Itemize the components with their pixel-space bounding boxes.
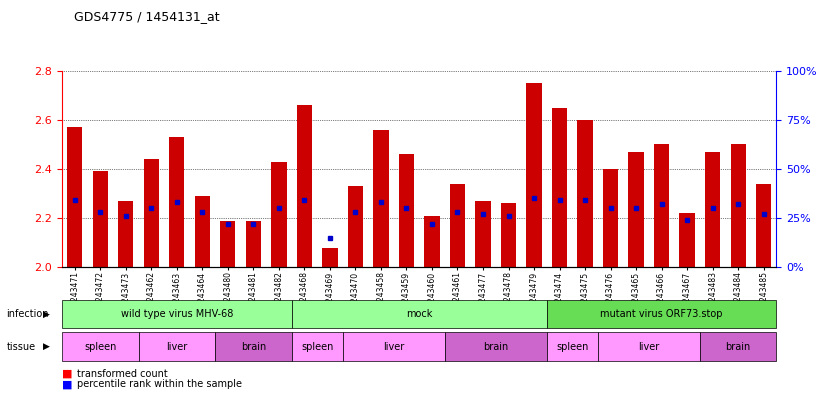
Text: mock: mock bbox=[406, 309, 432, 319]
Text: tissue: tissue bbox=[7, 342, 36, 352]
Bar bbox=[730, 144, 746, 267]
Bar bbox=[501, 203, 516, 267]
Text: GDS4775 / 1454131_at: GDS4775 / 1454131_at bbox=[74, 10, 220, 23]
Bar bbox=[297, 105, 312, 267]
Text: spleen: spleen bbox=[301, 342, 334, 352]
Text: ▶: ▶ bbox=[43, 342, 50, 351]
Bar bbox=[705, 152, 720, 267]
Bar bbox=[348, 186, 363, 267]
Text: spleen: spleen bbox=[556, 342, 588, 352]
Text: mutant virus ORF73.stop: mutant virus ORF73.stop bbox=[601, 309, 723, 319]
Bar bbox=[93, 171, 108, 267]
Bar bbox=[322, 248, 338, 267]
Text: liver: liver bbox=[166, 342, 188, 352]
Bar bbox=[271, 162, 287, 267]
Text: infection: infection bbox=[7, 309, 49, 319]
Bar bbox=[399, 154, 414, 267]
Text: transformed count: transformed count bbox=[77, 369, 168, 379]
Bar bbox=[67, 127, 83, 267]
Bar bbox=[654, 144, 669, 267]
Bar bbox=[373, 130, 388, 267]
Bar bbox=[577, 120, 593, 267]
Text: brain: brain bbox=[240, 342, 266, 352]
Bar bbox=[450, 184, 465, 267]
Text: wild type virus MHV-68: wild type virus MHV-68 bbox=[121, 309, 233, 319]
Bar bbox=[680, 213, 695, 267]
Text: spleen: spleen bbox=[84, 342, 116, 352]
Text: ■: ■ bbox=[62, 379, 73, 389]
Text: brain: brain bbox=[483, 342, 508, 352]
Bar bbox=[425, 216, 439, 267]
Bar bbox=[603, 169, 618, 267]
Bar bbox=[169, 137, 184, 267]
Text: liver: liver bbox=[383, 342, 404, 352]
Bar bbox=[475, 201, 491, 267]
Bar bbox=[118, 201, 133, 267]
Bar bbox=[629, 152, 643, 267]
Bar bbox=[756, 184, 771, 267]
Text: ▶: ▶ bbox=[43, 310, 50, 318]
Text: liver: liver bbox=[638, 342, 659, 352]
Bar bbox=[195, 196, 210, 267]
Bar bbox=[221, 220, 235, 267]
Text: ■: ■ bbox=[62, 369, 73, 379]
Bar bbox=[552, 108, 567, 267]
Text: brain: brain bbox=[725, 342, 751, 352]
Bar bbox=[526, 83, 542, 267]
Text: percentile rank within the sample: percentile rank within the sample bbox=[77, 379, 242, 389]
Bar bbox=[245, 220, 261, 267]
Bar bbox=[144, 159, 159, 267]
